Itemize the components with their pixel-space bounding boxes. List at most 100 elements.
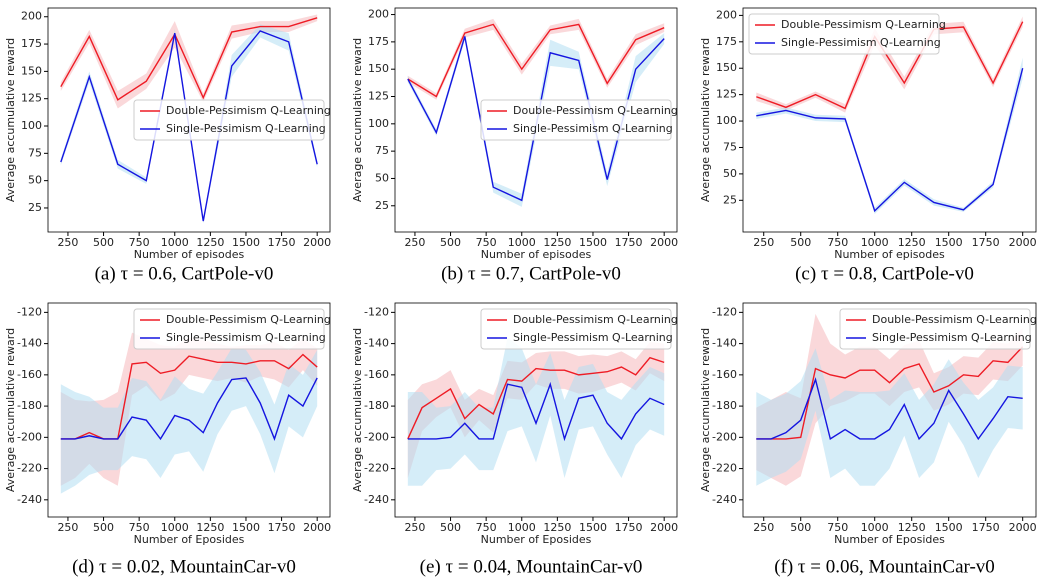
axes-frame xyxy=(47,302,331,518)
y-tick-label: -140 xyxy=(364,337,389,350)
legend-box xyxy=(133,308,325,350)
caption: (f) τ = 0.06, MountainCar-v0 xyxy=(774,556,995,577)
x-tick-label: 500 xyxy=(440,521,461,534)
y-tick-label: 200 xyxy=(21,10,42,23)
x-tick-label: 2000 xyxy=(1009,521,1037,534)
x-tick-label: 1500 xyxy=(579,236,607,249)
y-axis-label: Average accumulative reward xyxy=(351,328,364,492)
error-band xyxy=(756,57,1023,215)
caption: (b) τ = 0.7, CartPole-v0 xyxy=(441,263,621,284)
error-band xyxy=(756,348,1023,486)
legend-label: Double-Pessimism Q-Learning xyxy=(781,18,946,31)
y-axis-label: Average accumulative reward xyxy=(4,38,17,202)
series-line xyxy=(60,17,318,101)
x-tick-label: 1750 xyxy=(268,236,296,249)
y-axis-label: Average accumulative reward xyxy=(351,38,364,202)
legend-label: Single-Pessimism Q-Learning xyxy=(166,122,326,135)
y-tick-label: 175 xyxy=(21,37,42,50)
x-tick-label: 2000 xyxy=(1009,236,1037,249)
x-tick-label: 1750 xyxy=(972,236,1000,249)
x-tick-label: 500 xyxy=(93,521,114,534)
x-tick-label: 1000 xyxy=(861,521,889,534)
x-tick-label: 250 xyxy=(404,521,425,534)
x-tick-label: 1750 xyxy=(972,521,1000,534)
y-tick-label: 25 xyxy=(375,199,389,212)
x-tick-label: 1000 xyxy=(861,236,889,249)
y-tick-label: 100 xyxy=(368,117,389,130)
y-tick-label: 150 xyxy=(368,62,389,75)
error-band xyxy=(407,337,665,486)
y-tick-label: 100 xyxy=(716,114,737,127)
x-tick-label: 1250 xyxy=(898,521,926,534)
plot-area xyxy=(756,313,1024,486)
x-tick-label: 1500 xyxy=(232,236,260,249)
x-tick-label: 1250 xyxy=(898,236,926,249)
y-tick-label: -180 xyxy=(364,399,389,412)
legend-label: Double-Pessimism Q-Learning xyxy=(166,313,331,326)
y-tick-label: -220 xyxy=(364,462,389,475)
y-tick-label: 100 xyxy=(21,119,42,132)
x-tick-label: 1250 xyxy=(196,236,224,249)
x-axis-label: Number of Eposides xyxy=(134,533,245,546)
y-tick-label: 125 xyxy=(368,90,389,103)
x-tick-label: 1500 xyxy=(232,521,260,534)
series-line xyxy=(756,21,1024,110)
x-axis-label: Number of episodes xyxy=(481,248,592,261)
y-tick-label: -120 xyxy=(712,305,737,318)
axes-frame xyxy=(742,7,1037,233)
x-tick-label: 500 xyxy=(790,236,811,249)
legend-box xyxy=(480,308,672,350)
x-axis-label: Number of Eposides xyxy=(834,533,945,546)
legend-box xyxy=(839,308,1031,350)
legend-label: Double-Pessimism Q-Learning xyxy=(166,104,331,117)
y-axis-label: Average accumulative reward xyxy=(4,328,17,492)
legend-box xyxy=(748,13,940,55)
y-tick-label: -180 xyxy=(712,399,737,412)
series-line xyxy=(407,356,665,440)
series-line xyxy=(60,377,318,441)
y-tick-label: 175 xyxy=(368,35,389,48)
x-tick-label: 250 xyxy=(753,236,774,249)
legend-label: Single-Pessimism Q-Learning xyxy=(781,36,941,49)
x-tick-label: 250 xyxy=(404,236,425,249)
x-tick-label: 500 xyxy=(440,236,461,249)
series-line xyxy=(756,68,1024,213)
y-tick-label: -240 xyxy=(364,493,389,506)
legend-label: Double-Pessimism Q-Learning xyxy=(513,104,678,117)
legend-label: Single-Pessimism Q-Learning xyxy=(166,331,326,344)
legend-box xyxy=(133,99,325,141)
error-band xyxy=(407,342,665,478)
legend: Double-Pessimism Q-Learning Single-Pessim… xyxy=(480,308,678,350)
legend-label: Single-Pessimism Q-Learning xyxy=(872,331,1032,344)
plot-area xyxy=(407,337,665,486)
x-tick-label: 1000 xyxy=(508,236,536,249)
legend: Double-Pessimism Q-Learning Single-Pessim… xyxy=(133,99,331,141)
y-tick-label: 150 xyxy=(716,61,737,74)
axes-frame xyxy=(394,7,678,233)
plot-area xyxy=(756,16,1024,215)
x-tick-label: 750 xyxy=(827,521,848,534)
legend: Double-Pessimism Q-Learning Single-Pessim… xyxy=(748,13,946,55)
y-tick-label: -160 xyxy=(712,368,737,381)
x-tick-label: 750 xyxy=(827,236,848,249)
y-tick-label: 50 xyxy=(375,171,389,184)
x-tick-label: 250 xyxy=(57,236,78,249)
y-tick-label: -200 xyxy=(712,430,737,443)
caption: (c) τ = 0.8, CartPole-v0 xyxy=(795,263,974,284)
y-tick-label: 150 xyxy=(21,64,42,77)
x-tick-label: 250 xyxy=(753,521,774,534)
caption: (e) τ = 0.04, MountainCar-v0 xyxy=(420,556,643,577)
x-axis-label: Number of Eposides xyxy=(481,533,592,546)
y-tick-label: -160 xyxy=(17,368,42,381)
x-axis-label: Number of episodes xyxy=(834,248,945,261)
x-tick-label: 500 xyxy=(790,521,811,534)
x-tick-label: 2000 xyxy=(650,521,678,534)
x-tick-label: 500 xyxy=(93,236,114,249)
legend-label: Single-Pessimism Q-Learning xyxy=(513,122,673,135)
y-tick-label: -240 xyxy=(712,493,737,506)
axes-frame xyxy=(394,302,678,518)
y-tick-label: 175 xyxy=(716,35,737,48)
series-line xyxy=(407,381,665,442)
y-tick-label: -200 xyxy=(364,430,389,443)
